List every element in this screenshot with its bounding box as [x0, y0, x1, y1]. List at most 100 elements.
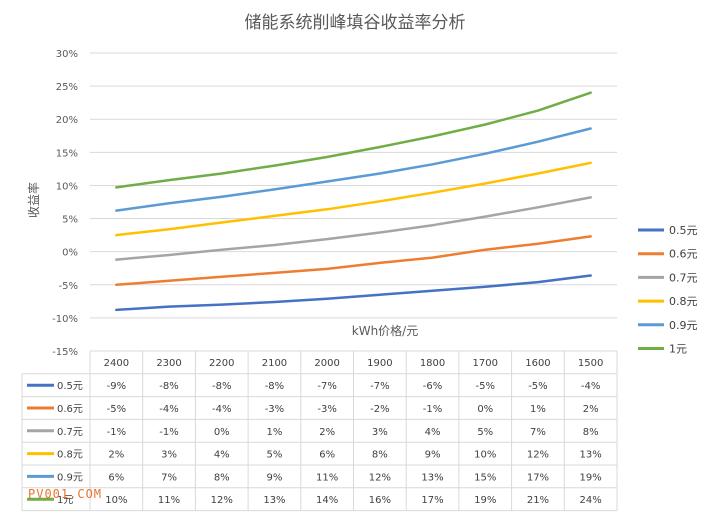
legend-label: 1元: [669, 343, 687, 356]
data-label: 1%: [267, 427, 283, 438]
data-label: 2%: [108, 450, 124, 461]
data-label: -5%: [107, 404, 126, 415]
data-label: -8%: [265, 381, 284, 392]
x-tick-label: 1800: [420, 358, 445, 369]
table-series-name: 0.9元: [57, 472, 83, 483]
series-lines: [115, 91, 592, 312]
data-label: 11%: [316, 472, 338, 483]
data-label: 13%: [263, 495, 285, 506]
x-tick-label: 1900: [367, 358, 392, 369]
x-axis-label: kWh价格/元: [352, 323, 418, 338]
y-tick-label: 0%: [62, 248, 78, 259]
data-label: 2%: [319, 427, 335, 438]
table-series-name: 0.8元: [57, 450, 83, 461]
data-label: 19%: [580, 472, 602, 483]
series-line-2: [115, 196, 592, 261]
legend-label: 0.6元: [669, 248, 698, 261]
y-tick-label: 10%: [56, 181, 78, 192]
data-label: -5%: [528, 381, 547, 392]
data-label: -4%: [581, 381, 600, 392]
series-line-1: [115, 235, 592, 287]
data-label: -4%: [159, 404, 178, 415]
chart-title: 储能系统削峰填谷收益率分析: [245, 13, 466, 33]
x-tick-label: 2200: [209, 358, 234, 369]
data-label: 3%: [372, 427, 388, 438]
x-tick-label: 2300: [156, 358, 181, 369]
data-label: 6%: [108, 472, 124, 483]
data-label: 8%: [583, 427, 599, 438]
data-label: 7%: [161, 472, 177, 483]
data-label: 17%: [527, 472, 549, 483]
data-label: 9%: [267, 472, 283, 483]
data-label: 13%: [421, 472, 443, 483]
data-label: 10%: [474, 450, 496, 461]
data-label: -1%: [159, 427, 178, 438]
data-label: 5%: [477, 427, 493, 438]
data-label: 17%: [421, 495, 443, 506]
data-label: 4%: [214, 450, 230, 461]
data-label: 12%: [527, 450, 549, 461]
data-label: 0%: [477, 404, 493, 415]
y-tick-label: 30%: [56, 49, 78, 60]
x-tick-label: 2100: [262, 358, 287, 369]
legend-label: 0.8元: [669, 295, 698, 308]
data-label: -5%: [476, 381, 495, 392]
data-label: -8%: [212, 381, 231, 392]
table-series-name: 0.5元: [57, 381, 83, 392]
data-label: 12%: [211, 495, 233, 506]
data-label: 6%: [319, 450, 335, 461]
data-label: -4%: [212, 404, 231, 415]
data-label: 12%: [369, 472, 391, 483]
data-label: 3%: [161, 450, 177, 461]
x-tick-label: 2400: [104, 358, 129, 369]
data-label: 21%: [527, 495, 549, 506]
series-line-0: [115, 274, 592, 312]
y-axis-label: 收益率: [26, 182, 41, 218]
legend-label: 0.9元: [669, 319, 698, 332]
data-label: 9%: [425, 450, 441, 461]
data-label: -8%: [159, 381, 178, 392]
series-line-4: [115, 127, 592, 212]
y-tick-label: 15%: [56, 148, 78, 159]
x-tick-label: 1600: [525, 358, 550, 369]
data-label: 8%: [214, 472, 230, 483]
y-tick-label: 5%: [62, 215, 78, 226]
x-tick-label: 1500: [578, 358, 603, 369]
x-tick-label: 2000: [314, 358, 339, 369]
data-label: 14%: [316, 495, 338, 506]
data-label: 7%: [530, 427, 546, 438]
legend-label: 0.7元: [669, 271, 698, 284]
data-label: 24%: [580, 495, 602, 506]
data-label: 2%: [583, 404, 599, 415]
data-label: 15%: [474, 472, 496, 483]
data-label: -6%: [423, 381, 442, 392]
data-label: 1%: [530, 404, 546, 415]
y-tick-label: -15%: [52, 347, 78, 358]
data-label: -1%: [107, 427, 126, 438]
legend-label: 0.5元: [669, 224, 698, 237]
data-label: -3%: [317, 404, 336, 415]
data-label: 13%: [580, 450, 602, 461]
data-label: 10%: [105, 495, 127, 506]
data-label: -1%: [423, 404, 442, 415]
data-label: 0%: [214, 427, 230, 438]
legend: 0.5元 0.6元 0.7元 0.8元 0.9元 1元: [638, 224, 698, 356]
data-label: -7%: [370, 381, 389, 392]
data-label: -9%: [107, 381, 126, 392]
y-tick-label: 20%: [56, 115, 78, 126]
data-label: -3%: [265, 404, 284, 415]
data-label: 11%: [158, 495, 180, 506]
watermark: PV001.COM: [28, 487, 102, 501]
data-label: -7%: [317, 381, 336, 392]
series-line-5: [115, 91, 592, 189]
y-tick-label: -5%: [59, 281, 78, 292]
data-label: 19%: [474, 495, 496, 506]
table-series-name: 0.7元: [57, 427, 83, 438]
x-tick-label: 1700: [473, 358, 498, 369]
data-label: 5%: [267, 450, 283, 461]
data-label: -2%: [370, 404, 389, 415]
table-series-name: 1元: [57, 495, 73, 506]
series-line-3: [115, 161, 592, 237]
y-tick-label: 25%: [56, 82, 78, 93]
